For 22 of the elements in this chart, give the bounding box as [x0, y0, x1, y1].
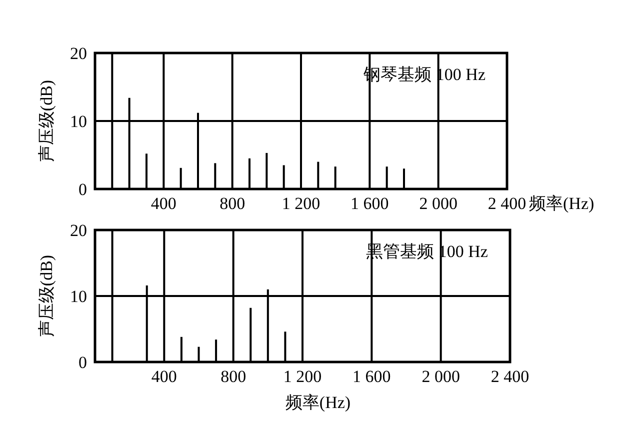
x-tick-label: 2 000: [419, 194, 458, 213]
x-tick-label: 1 600: [350, 194, 389, 213]
x-tick-label: 2 400: [490, 367, 530, 386]
x-tick-label: 2 400: [488, 194, 526, 213]
x-tick-label: 1 600: [352, 367, 391, 386]
y-axis-title: 声压级(dB): [37, 254, 56, 338]
x-tick-label: 1 200: [282, 194, 320, 213]
y-tick-label: 0: [78, 180, 87, 199]
x-tick-label: 400: [151, 367, 177, 386]
x-tick-label: 800: [220, 367, 246, 386]
x-tick-label: 400: [150, 194, 176, 213]
x-tick-label: 2 000: [422, 367, 460, 386]
y-tick-label: 10: [70, 112, 87, 131]
x-axis-title: 频率(Hz): [285, 393, 351, 412]
y-tick-label: 0: [78, 353, 87, 372]
x-axis-title: 频率(Hz): [529, 194, 594, 213]
y-tick-label: 10: [70, 287, 87, 306]
y-tick-label: 20: [70, 221, 87, 240]
y-axis-title: 声压级(dB): [37, 80, 56, 162]
x-tick-label: 800: [220, 194, 246, 213]
x-tick-label: 1 200: [283, 367, 322, 386]
y-tick-label: 20: [70, 44, 87, 63]
